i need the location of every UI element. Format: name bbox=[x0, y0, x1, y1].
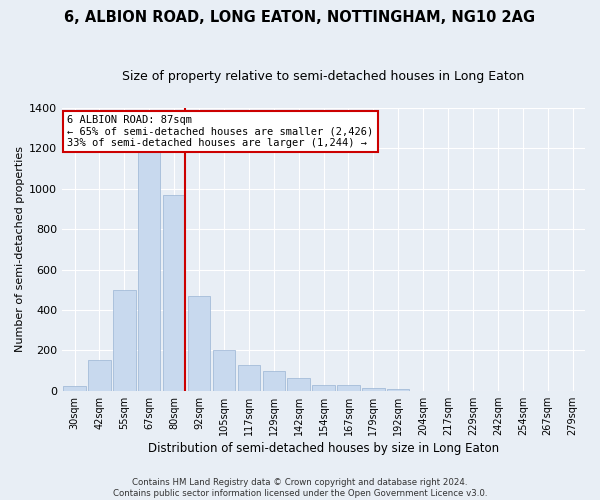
Bar bbox=[163, 194, 185, 391]
Bar bbox=[113, 290, 136, 391]
Text: Contains HM Land Registry data © Crown copyright and database right 2024.
Contai: Contains HM Land Registry data © Crown c… bbox=[113, 478, 487, 498]
Bar bbox=[362, 388, 385, 391]
Text: 6 ALBION ROAD: 87sqm
← 65% of semi-detached houses are smaller (2,426)
33% of se: 6 ALBION ROAD: 87sqm ← 65% of semi-detac… bbox=[67, 115, 374, 148]
Bar bbox=[287, 378, 310, 391]
Title: Size of property relative to semi-detached houses in Long Eaton: Size of property relative to semi-detach… bbox=[122, 70, 525, 83]
Bar bbox=[213, 350, 235, 391]
Bar bbox=[387, 389, 409, 391]
Bar bbox=[88, 360, 111, 391]
X-axis label: Distribution of semi-detached houses by size in Long Eaton: Distribution of semi-detached houses by … bbox=[148, 442, 499, 455]
Y-axis label: Number of semi-detached properties: Number of semi-detached properties bbox=[15, 146, 25, 352]
Bar bbox=[263, 370, 285, 391]
Bar bbox=[138, 128, 160, 391]
Bar bbox=[188, 296, 210, 391]
Bar bbox=[337, 385, 359, 391]
Bar bbox=[313, 385, 335, 391]
Bar bbox=[238, 364, 260, 391]
Text: 6, ALBION ROAD, LONG EATON, NOTTINGHAM, NG10 2AG: 6, ALBION ROAD, LONG EATON, NOTTINGHAM, … bbox=[64, 10, 536, 25]
Bar bbox=[64, 386, 86, 391]
